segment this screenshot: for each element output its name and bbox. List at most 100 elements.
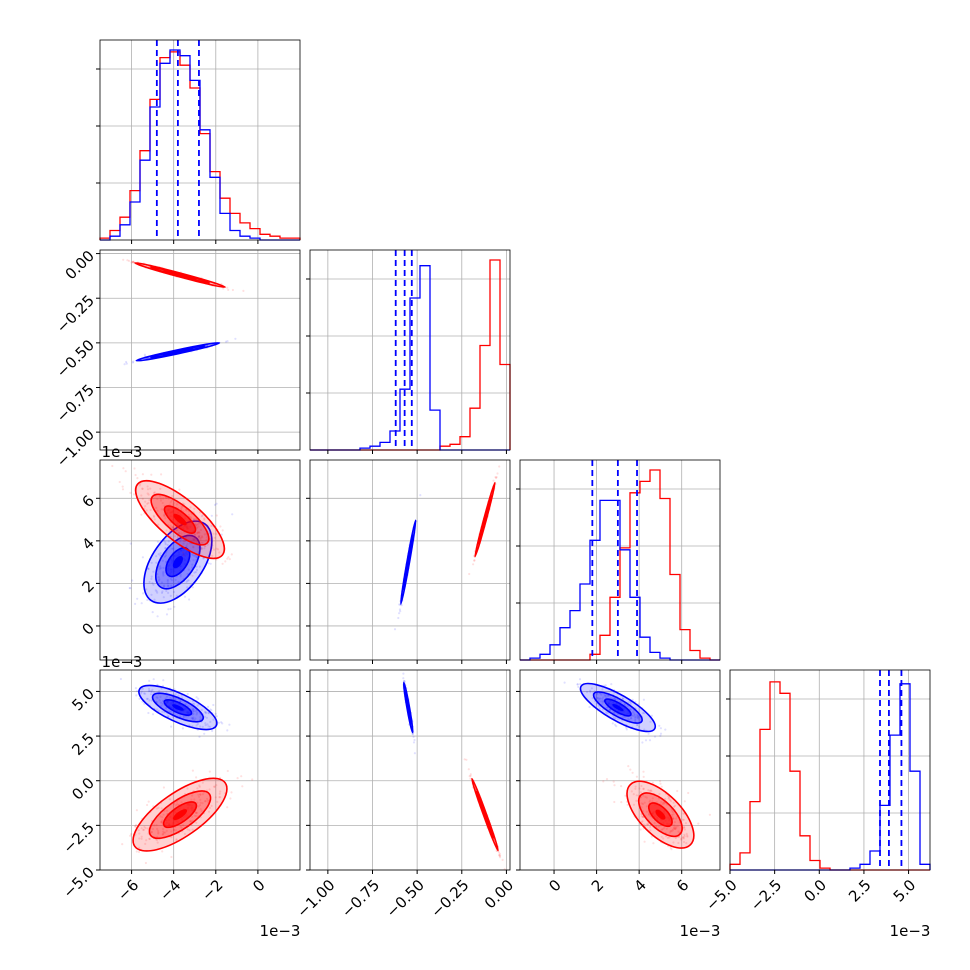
ticks	[516, 488, 683, 664]
density-level	[173, 513, 187, 526]
contour-line	[479, 801, 491, 829]
y-tick-label: −1.00	[53, 425, 98, 470]
x-tick-label: 0	[545, 876, 564, 895]
histogram-series-a	[100, 49, 300, 241]
contour-line	[626, 780, 695, 849]
axes-frame	[309, 669, 511, 871]
ticks	[726, 698, 910, 874]
contour-line	[155, 534, 201, 590]
x-tick-label: 2.5	[845, 876, 875, 906]
contour-line	[163, 269, 197, 281]
scatter-layer	[119, 677, 254, 865]
ticks	[306, 497, 507, 664]
axes-frame	[519, 459, 721, 661]
axes-frame	[99, 39, 301, 241]
x-tick-label: 6	[673, 876, 692, 895]
y-tick-label: 0	[79, 619, 98, 638]
y-tick-label: 6	[79, 492, 98, 511]
x-tick-label: 0.0	[800, 876, 830, 906]
x-tick-label: −5.0	[702, 876, 740, 914]
y-tick-label: 2.5	[68, 729, 98, 759]
contour-line	[148, 790, 212, 840]
histogram-series-b	[520, 469, 720, 661]
grid	[310, 670, 510, 871]
x-offset-label: 1e−3	[680, 922, 721, 940]
grid	[310, 460, 510, 660]
ticks	[96, 497, 259, 664]
contour-line	[647, 802, 673, 828]
ticks	[306, 278, 507, 454]
x-tick-labels: −1.00 −0.75 −0.50 −0.25 0.00	[293, 876, 517, 921]
y-tick-label: 5.0	[68, 685, 98, 715]
y-tick-label: −0.25	[53, 291, 98, 336]
x-tick-label: −2.5	[747, 876, 785, 914]
x-tick-labels: 0 2 4 6	[545, 876, 692, 895]
contour-line	[162, 801, 198, 829]
scatter-layer	[111, 464, 234, 618]
x-tick-label: −0.50	[383, 876, 428, 921]
y-offset-label: 1e−3	[102, 443, 143, 461]
contour-line	[405, 697, 411, 718]
x-tick-label: 5.0	[890, 876, 920, 906]
density-level	[612, 703, 624, 712]
density-level	[172, 704, 184, 711]
ticks	[96, 253, 259, 454]
y-tick-label: 2	[79, 577, 98, 596]
y-tick-label: −2.5	[60, 819, 98, 857]
y-offset-label: 1e−3	[102, 653, 143, 671]
contour-line	[143, 520, 213, 604]
x-tick-label: −0.75	[338, 876, 383, 921]
density-level	[655, 809, 666, 820]
y-tick-labels: −1.00−0.75−0.50−0.25 0.00	[53, 247, 98, 471]
contour-line	[134, 479, 226, 560]
y-tick-label: −0.50	[53, 336, 98, 381]
x-tick-label: −0.25	[427, 876, 472, 921]
contour-line	[150, 493, 210, 546]
grid	[100, 670, 300, 871]
x-tick-label: 0.00	[481, 876, 517, 912]
density-level	[172, 809, 188, 821]
scatter-layer	[563, 678, 712, 851]
grid	[100, 460, 300, 660]
contour-line	[151, 692, 205, 723]
axes-frame	[99, 669, 301, 871]
x-offset-label: 1e−3	[890, 922, 931, 940]
x-tick-labels: −5.0 −2.5 0.0 2.5 5.0	[702, 876, 919, 914]
x-tick-label: −1.00	[293, 876, 338, 921]
axes-frame	[309, 249, 511, 451]
axes-frame	[519, 669, 721, 871]
grid	[100, 250, 300, 450]
scatter-layer	[122, 258, 245, 366]
ticks	[96, 690, 259, 874]
axes-frame	[99, 459, 301, 661]
x-tick-label: −6	[114, 876, 142, 904]
x-tick-labels: −6 −4 −2 0	[114, 876, 269, 904]
y-tick-label: −0.75	[53, 381, 98, 426]
contour-line	[592, 691, 643, 724]
contour-line	[138, 684, 218, 731]
y-tick-labels: −5.0 −2.5 0.0 2.5 5.0	[60, 685, 98, 902]
density-level	[172, 555, 183, 569]
x-tick-label: −2	[198, 876, 226, 904]
contour-line	[163, 698, 193, 717]
contour-line	[404, 546, 412, 578]
contour-line	[603, 698, 632, 717]
axes-frame	[309, 459, 511, 661]
y-tick-label: 0.0	[68, 774, 98, 804]
contour-line	[162, 347, 194, 356]
x-tick-label: 4	[630, 876, 649, 895]
x-tick-label: 0	[249, 876, 268, 895]
scatter-layer	[393, 465, 501, 631]
contour-line	[480, 505, 490, 534]
ticks	[306, 690, 507, 874]
contour-line	[132, 777, 228, 852]
y-tick-label: −5.0	[60, 863, 98, 901]
x-tick-label: −4	[156, 876, 184, 904]
contour-line	[579, 682, 657, 733]
y-tick-labels: 0 2 4 6	[79, 492, 98, 639]
histogram-series-a	[520, 499, 720, 661]
x-tick-label: 2	[588, 876, 607, 895]
ticks	[516, 690, 683, 874]
scatter-layer	[402, 672, 506, 870]
